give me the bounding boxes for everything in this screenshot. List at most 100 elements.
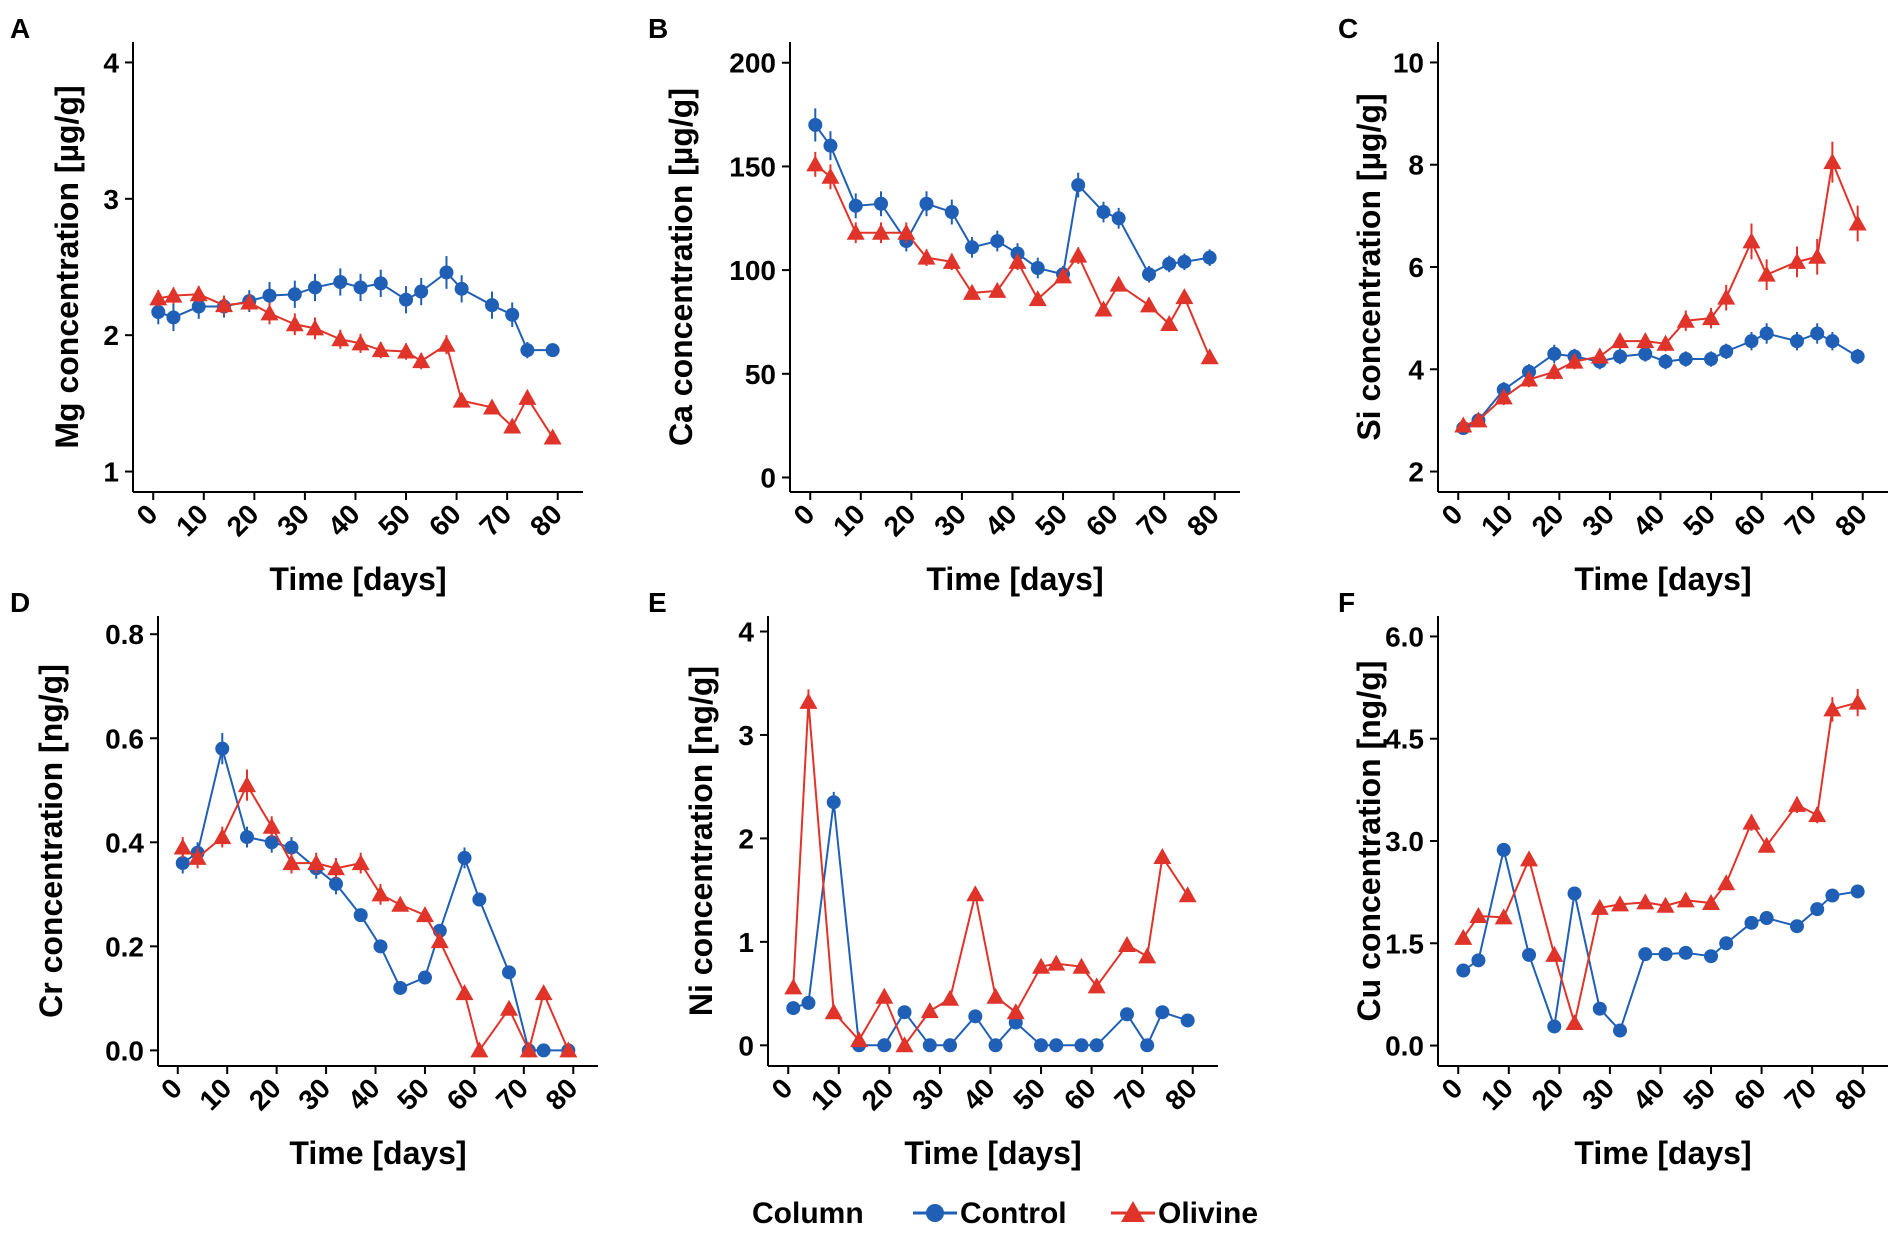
legend: Column Control Olivine xyxy=(752,1197,1258,1230)
data-point-control xyxy=(457,850,472,865)
data-point-control xyxy=(373,939,388,954)
data-point-control xyxy=(1522,947,1537,962)
data-point-control xyxy=(1810,902,1825,917)
panel-d: D 0.0 0.2 0.4 0.6 0.8 0 10 20 30 40 50 60 70 80 Time [d… xyxy=(10,587,598,1171)
data-point-olivine xyxy=(850,1031,869,1048)
data-point-olivine xyxy=(543,428,562,445)
data-point-olivine xyxy=(1717,288,1736,305)
data-point-olivine xyxy=(1848,693,1867,710)
data-point-control xyxy=(454,281,469,296)
y-tick-label: 3.0 xyxy=(1385,826,1424,857)
y-axis-title: Cu concentration [ng/g] xyxy=(1351,661,1387,1022)
data-point-control xyxy=(1810,326,1825,341)
data-point-olivine xyxy=(1153,848,1172,865)
y-axis-title: Cr concentration [ng/g] xyxy=(33,664,69,1018)
panel-f: F 0.0 1.5 3.0 4.5 6.0 0 10 20 30 40 50 60 70 80 Time [d… xyxy=(1338,587,1888,1171)
data-point-control xyxy=(1547,346,1562,361)
data-point-olivine xyxy=(1520,370,1539,387)
data-point-control xyxy=(472,892,487,907)
series-olivine xyxy=(806,151,1219,365)
data-point-olivine xyxy=(1656,334,1675,351)
data-point-control xyxy=(439,265,454,280)
data-point-control xyxy=(1155,1005,1170,1020)
data-point-control xyxy=(1613,1023,1628,1038)
series-olivine xyxy=(784,689,1197,1053)
series-control xyxy=(786,791,1195,1053)
x-tick-label: 40 xyxy=(1627,498,1671,542)
data-point-control xyxy=(922,1038,937,1053)
data-point-olivine xyxy=(821,167,840,184)
data-point-olivine xyxy=(282,854,301,871)
y-tick-label: 0.0 xyxy=(1385,1031,1424,1062)
data-point-olivine xyxy=(1109,275,1128,292)
y-axis-title: Ni concentration [ng/g] xyxy=(683,666,719,1016)
data-point-olivine xyxy=(215,296,234,313)
data-point-olivine xyxy=(1757,836,1776,853)
y-axis-title: Si concentration [µg/g] xyxy=(1351,93,1387,440)
data-point-control xyxy=(848,198,863,213)
x-tick-label: 0 xyxy=(131,498,164,531)
x-tick-label: 50 xyxy=(1677,498,1721,542)
data-point-control xyxy=(502,965,517,980)
series-control xyxy=(1456,842,1865,1038)
y-tick-label: 150 xyxy=(729,151,776,182)
x-tick-label: 60 xyxy=(423,498,467,542)
x-tick-label: 10 xyxy=(805,1072,849,1116)
x-tick-label: 50 xyxy=(391,1072,435,1116)
x-tick-label: 0 xyxy=(766,1072,799,1105)
data-point-control xyxy=(1719,344,1734,359)
data-point-control xyxy=(1678,945,1693,960)
data-point-olivine xyxy=(285,315,304,332)
data-point-olivine xyxy=(1823,700,1842,717)
data-point-control xyxy=(1825,888,1840,903)
data-point-olivine xyxy=(1008,252,1027,269)
x-tick-label: 10 xyxy=(194,1072,238,1116)
x-tick-label: 30 xyxy=(928,498,972,542)
data-point-control xyxy=(1567,886,1582,901)
y-tick-label: 200 xyxy=(729,48,776,79)
x-tick-label: 40 xyxy=(342,1072,386,1116)
y-tick-label: 10 xyxy=(1393,47,1424,78)
data-point-olivine xyxy=(1028,290,1047,307)
data-point-control xyxy=(1592,1001,1607,1016)
data-point-control xyxy=(262,288,277,303)
data-point-olivine xyxy=(1702,894,1721,911)
data-point-control xyxy=(1119,1007,1134,1022)
data-point-control xyxy=(1456,963,1471,978)
data-point-control xyxy=(1140,1038,1155,1053)
x-tick-label: 20 xyxy=(243,1072,287,1116)
x-axis-title: Time [days] xyxy=(289,1135,466,1171)
data-point-olivine xyxy=(534,984,553,1001)
series-olivine xyxy=(149,285,562,445)
data-point-control xyxy=(399,292,414,307)
data-point-control xyxy=(1638,947,1653,962)
x-tick-label: 30 xyxy=(906,1072,950,1116)
data-point-olivine xyxy=(1006,1003,1025,1020)
x-axis-title: Time [days] xyxy=(904,1135,1081,1171)
data-point-control xyxy=(1825,334,1840,349)
data-point-control xyxy=(1704,352,1719,367)
data-point-olivine xyxy=(846,223,865,240)
data-point-control xyxy=(175,856,190,871)
data-point-control xyxy=(353,908,368,923)
data-point-olivine xyxy=(1032,957,1051,974)
panel-letter: A xyxy=(10,13,30,44)
data-point-olivine xyxy=(397,342,416,359)
data-point-olivine xyxy=(1087,977,1106,994)
series-olivine xyxy=(173,769,578,1058)
x-tick-label: 20 xyxy=(1526,1072,1570,1116)
data-point-olivine xyxy=(806,155,825,172)
legend-label-olivine: Olivine xyxy=(1158,1197,1258,1230)
data-point-control xyxy=(1850,349,1865,364)
data-point-control xyxy=(215,741,230,756)
data-point-olivine xyxy=(1469,907,1488,923)
data-point-control xyxy=(191,299,206,314)
data-point-control xyxy=(353,280,368,295)
data-point-olivine xyxy=(1454,416,1473,433)
data-point-olivine xyxy=(1494,908,1513,925)
y-tick-label: 0.0 xyxy=(105,1035,144,1066)
data-point-olivine xyxy=(331,330,350,347)
data-point-olivine xyxy=(1808,806,1827,823)
panel-letter: F xyxy=(1338,587,1355,618)
